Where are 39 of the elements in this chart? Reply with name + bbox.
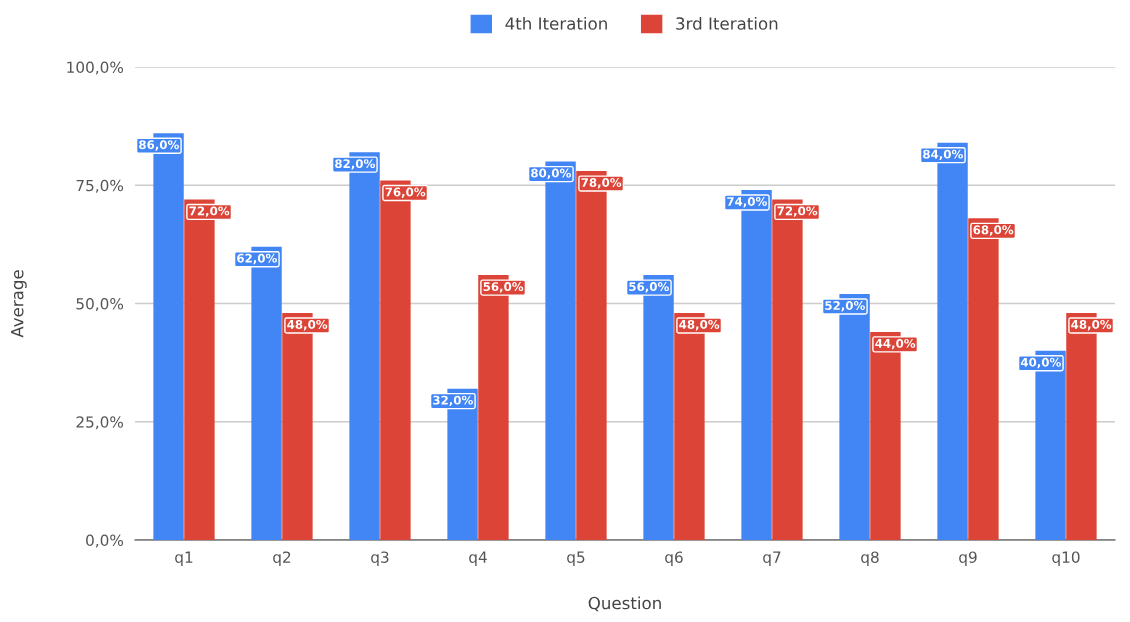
data-label: 56,0% xyxy=(483,282,524,293)
x-axis-title: Question xyxy=(588,596,661,612)
x-tick-label: q7 xyxy=(763,551,781,566)
x-tick-label: q4 xyxy=(469,551,487,566)
x-tick-label: q6 xyxy=(665,551,683,566)
data-label: 80,0% xyxy=(531,168,571,180)
data-label: 76,0% xyxy=(385,187,426,198)
x-tick-label: q2 xyxy=(273,551,291,566)
y-axis-title: Average xyxy=(11,270,27,338)
y-tick-label: 50,0% xyxy=(76,297,124,312)
data-label: 74,0% xyxy=(727,196,767,208)
x-tick-label: q5 xyxy=(567,551,585,566)
legend-label: 3rd Iteration xyxy=(676,16,778,30)
data-label: 62,0% xyxy=(237,253,277,265)
data-label: 72,0% xyxy=(777,206,818,217)
data-label: 48,0% xyxy=(1071,319,1112,331)
y-tick-label: 100,0% xyxy=(67,61,124,75)
legend-label: 4th Iteration xyxy=(505,16,607,30)
data-label: 48,0% xyxy=(287,319,328,331)
data-label: 48,0% xyxy=(679,319,720,331)
data-label: 44,0% xyxy=(875,338,916,350)
x-tick-label: q1 xyxy=(175,551,193,566)
x-tick-label: q10 xyxy=(1052,551,1080,566)
x-tick-label: q3 xyxy=(371,551,389,566)
data-label: 52,0% xyxy=(825,301,865,312)
data-label: 78,0% xyxy=(581,178,622,189)
y-tick-label: 25,0% xyxy=(76,416,124,430)
y-tick-label: 0,0% xyxy=(86,534,124,548)
data-label: 84,0% xyxy=(923,149,963,161)
data-label: 68,0% xyxy=(973,225,1014,236)
data-label: 72,0% xyxy=(189,206,230,217)
data-label: 82,0% xyxy=(335,159,375,170)
x-tick-label: q8 xyxy=(861,551,879,566)
data-label: 40,0% xyxy=(1020,357,1061,369)
data-label: 56,0% xyxy=(629,282,669,293)
y-tick-label: 75,0% xyxy=(76,179,124,193)
x-tick-label: q9 xyxy=(959,551,977,566)
data-label: 32,0% xyxy=(433,395,473,407)
data-label: 86,0% xyxy=(139,140,179,151)
